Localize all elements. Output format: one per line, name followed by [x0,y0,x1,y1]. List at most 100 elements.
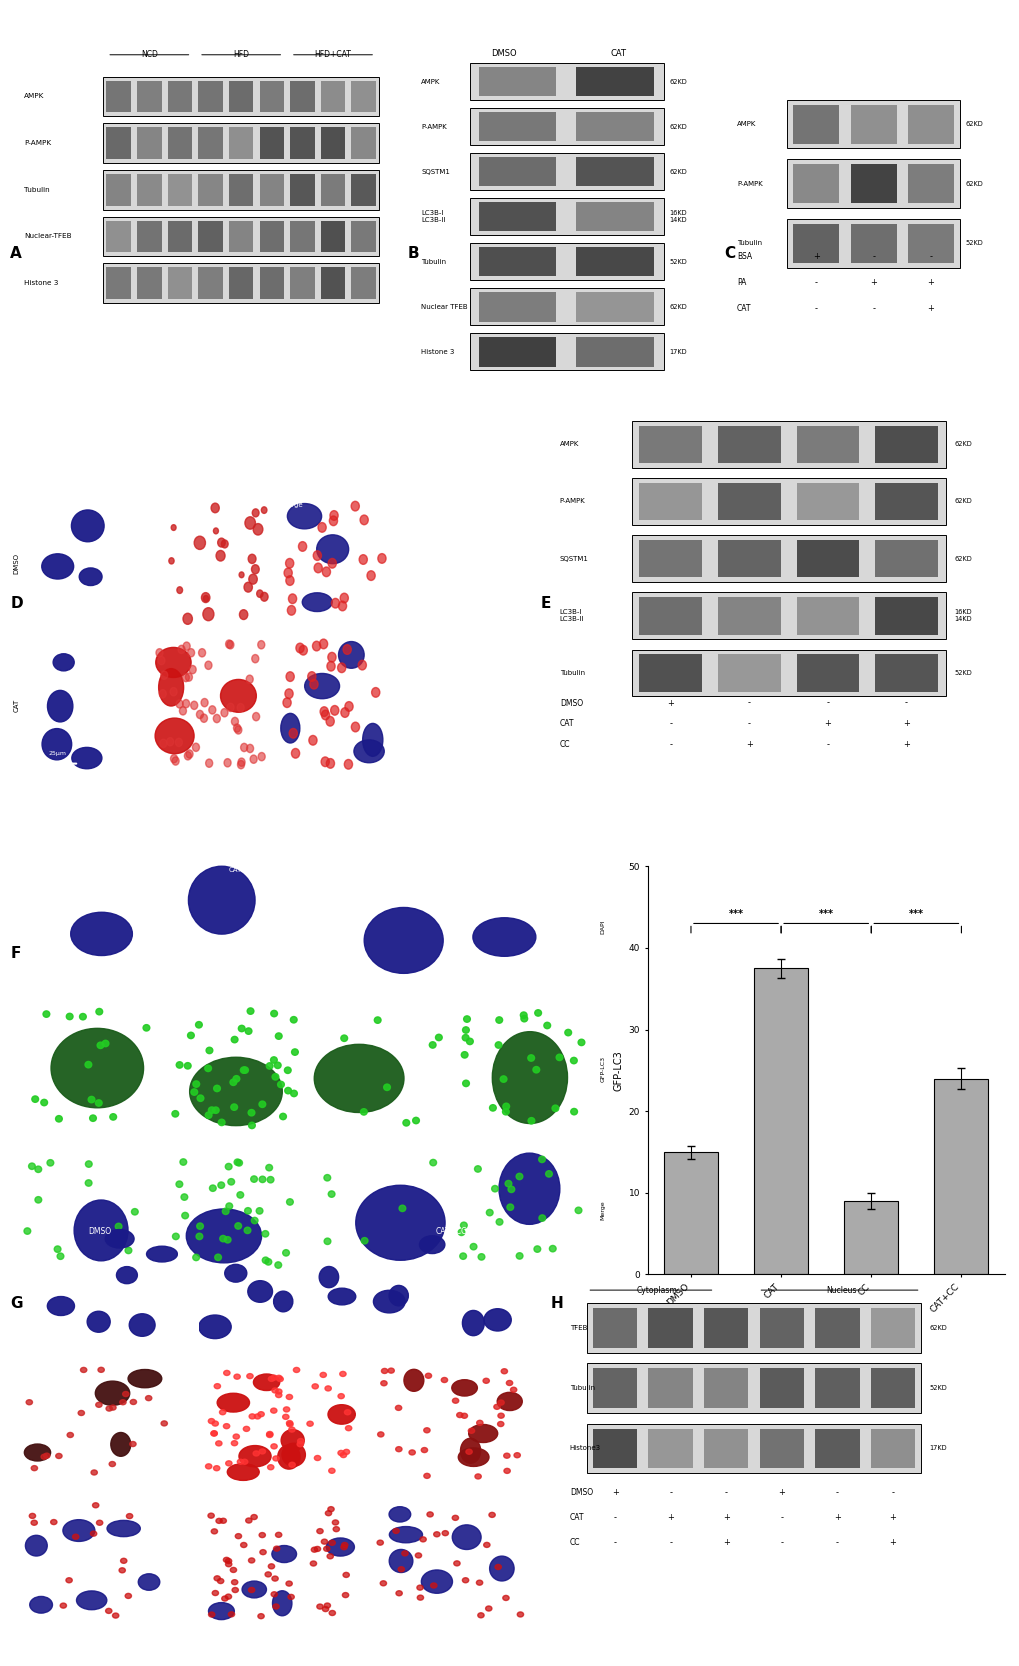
Text: 25μm: 25μm [57,1323,72,1328]
Ellipse shape [227,1464,259,1481]
Ellipse shape [404,1369,424,1391]
Circle shape [528,1118,534,1125]
Circle shape [219,1236,226,1241]
Circle shape [252,508,259,516]
Text: TFEB: TFEB [159,501,176,508]
Circle shape [215,1254,221,1261]
Text: 62KD: 62KD [668,168,687,175]
Circle shape [236,1191,244,1198]
Circle shape [502,1108,508,1115]
Circle shape [225,1561,231,1566]
Circle shape [272,1388,278,1393]
FancyBboxPatch shape [320,80,344,112]
Circle shape [545,1171,552,1178]
Circle shape [209,706,216,715]
Circle shape [538,1156,545,1163]
Circle shape [55,1116,62,1121]
Circle shape [325,1386,331,1391]
Circle shape [332,1519,338,1524]
Text: TFEB: TFEB [23,1414,29,1431]
Circle shape [41,1100,48,1106]
Circle shape [286,1200,293,1205]
Text: SQSTM1: SQSTM1 [421,168,449,175]
Circle shape [143,1025,150,1031]
FancyBboxPatch shape [228,127,253,158]
Circle shape [282,1250,289,1256]
Circle shape [250,755,257,763]
Circle shape [85,1061,92,1068]
Circle shape [329,1611,335,1616]
Ellipse shape [483,1309,511,1331]
Circle shape [460,1223,467,1228]
FancyBboxPatch shape [469,243,663,280]
Circle shape [258,641,265,648]
Circle shape [196,1233,203,1240]
Ellipse shape [189,866,255,935]
Circle shape [344,1409,351,1414]
Text: AMPK: AMPK [24,93,45,100]
Circle shape [218,1181,224,1188]
FancyBboxPatch shape [479,157,556,187]
Text: DAPI: DAPI [23,866,38,871]
Circle shape [184,751,192,760]
Ellipse shape [47,1296,74,1316]
FancyBboxPatch shape [907,163,953,203]
FancyBboxPatch shape [259,267,283,298]
Circle shape [235,1534,242,1539]
FancyBboxPatch shape [289,173,314,205]
Circle shape [232,1076,239,1081]
FancyBboxPatch shape [167,173,192,205]
Text: +: + [889,1513,896,1523]
Text: CAT: CAT [26,643,32,655]
Circle shape [244,1228,251,1233]
Circle shape [208,1106,215,1113]
Circle shape [254,1414,261,1419]
Ellipse shape [273,1291,292,1311]
Circle shape [532,1066,539,1073]
Circle shape [57,1253,64,1259]
Text: -: - [747,720,750,728]
Circle shape [249,1414,255,1419]
FancyBboxPatch shape [479,202,556,232]
Circle shape [460,1253,466,1259]
Text: +: + [902,720,909,728]
Circle shape [277,1081,284,1088]
Circle shape [326,661,335,671]
Circle shape [189,665,196,673]
Circle shape [322,1606,328,1611]
FancyBboxPatch shape [639,596,702,635]
Circle shape [331,598,339,608]
Circle shape [98,1368,104,1373]
Circle shape [271,1444,277,1449]
FancyBboxPatch shape [814,1308,859,1348]
FancyBboxPatch shape [787,100,959,148]
Ellipse shape [389,1549,413,1573]
Circle shape [66,1013,73,1020]
Circle shape [226,641,233,650]
Text: BSA: BSA [737,252,751,262]
Circle shape [225,1163,231,1170]
Circle shape [328,558,336,568]
Circle shape [328,1191,334,1198]
Circle shape [314,1456,320,1461]
Circle shape [342,1593,348,1598]
Circle shape [538,1215,545,1221]
Circle shape [234,1160,240,1166]
FancyBboxPatch shape [576,202,653,232]
Ellipse shape [356,1185,444,1259]
Circle shape [225,1594,231,1599]
Circle shape [257,590,263,598]
Circle shape [502,1103,510,1110]
Circle shape [43,1011,50,1018]
Circle shape [230,1105,237,1110]
Circle shape [122,1391,128,1396]
Circle shape [252,565,259,573]
Text: 16KD
14KD: 16KD 14KD [954,610,971,623]
Circle shape [288,1428,294,1433]
Circle shape [242,1066,249,1073]
Circle shape [270,1010,277,1016]
FancyBboxPatch shape [796,655,859,691]
Circle shape [214,1384,220,1389]
Circle shape [435,1035,442,1041]
Y-axis label: GFP-LC3: GFP-LC3 [612,1050,623,1091]
